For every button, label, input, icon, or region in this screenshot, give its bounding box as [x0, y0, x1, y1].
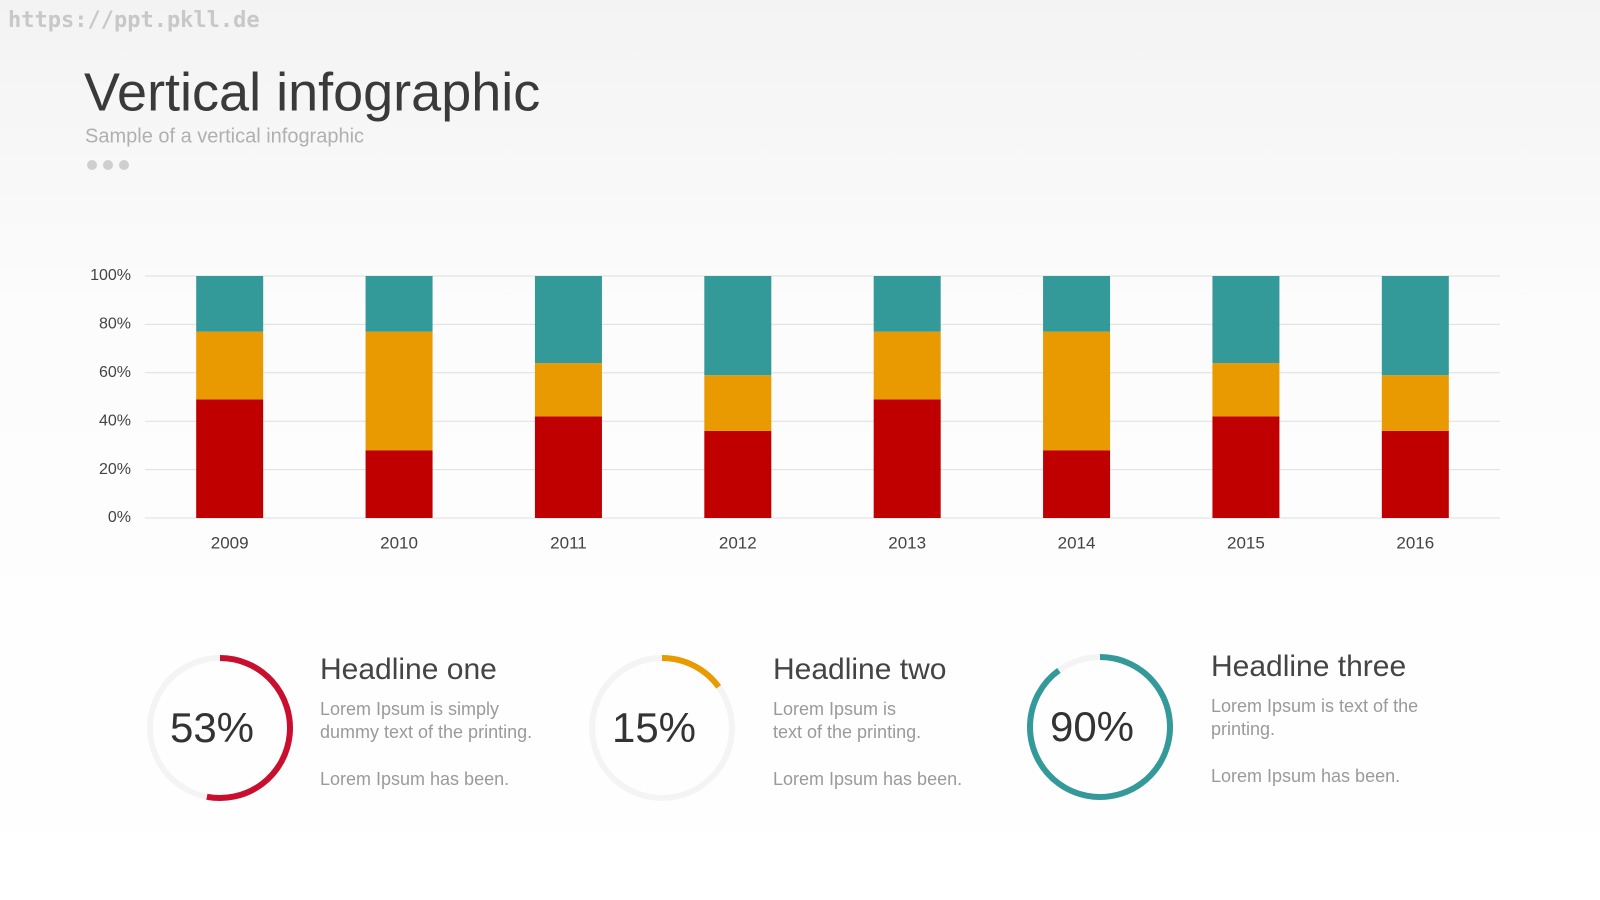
bar-segment [704, 430, 772, 518]
bar-segment [704, 375, 772, 431]
x-tick-label: 2014 [1058, 533, 1096, 552]
card-headline: Headline one [320, 653, 497, 686]
bar-chart: 0% 20% 40% 60% 80% 100% 2009 2010 2011 2012 2013 20… [90, 267, 1500, 552]
card-text: dummy text of the printing. [320, 722, 532, 742]
ring-arc [661, 655, 722, 689]
bar-segment [1043, 450, 1111, 518]
ring-charts: 53% 15% 90% [147, 654, 1173, 801]
dot [119, 160, 129, 170]
bar-segment [534, 276, 602, 364]
y-tick-label: 80% [99, 316, 131, 333]
y-tick-label: 60% [99, 364, 131, 381]
bar-segment [196, 399, 264, 518]
bar-segment [873, 399, 941, 518]
x-tick-label: 2011 [550, 533, 587, 552]
bar-segment [1043, 276, 1111, 332]
bar-segment [196, 276, 264, 332]
x-tick-label: 2013 [888, 533, 926, 552]
card-text: Lorem Ipsum is text of the [1211, 696, 1418, 716]
bar-segment [534, 363, 602, 417]
bar-segment [1212, 276, 1280, 364]
subtitle: Sample of a vertical infographic [85, 125, 364, 147]
bar-segment [1043, 331, 1111, 451]
watermark: https://ppt.pkll.de [8, 8, 260, 33]
bar-segment [1381, 375, 1449, 431]
card-text: text of the printing. [773, 722, 921, 742]
bar-segment [365, 450, 433, 518]
ring-label: 90% [1050, 703, 1134, 750]
y-tick-label: 40% [99, 412, 131, 429]
cards: Headline one Lorem Ipsum is simply dummy t… [320, 650, 1418, 789]
x-tick-label: 2015 [1227, 533, 1265, 552]
title: Vertical infographic [84, 62, 540, 122]
dot [103, 160, 113, 170]
card-headline: Headline three [1211, 650, 1406, 683]
bar-segment [1212, 363, 1280, 417]
x-tick-label: 2010 [380, 533, 418, 552]
bar-segment [1381, 276, 1449, 376]
bar-segment [704, 276, 772, 376]
card-text: Lorem Ipsum is simply [320, 699, 499, 719]
card-text: Lorem Ipsum has been. [1211, 766, 1400, 786]
x-tick-label: 2016 [1396, 533, 1434, 552]
bar-segment [365, 331, 433, 451]
bar-segment [873, 331, 941, 400]
card-headline: Headline two [773, 653, 946, 686]
bar-segment [1212, 416, 1280, 518]
y-tick-label: 100% [90, 267, 131, 284]
ring-arc [1027, 654, 1173, 800]
ring-label: 15% [612, 704, 696, 751]
ring-label: 53% [170, 704, 254, 751]
x-tick-label: 2012 [719, 533, 757, 552]
bar-segment [873, 276, 941, 332]
bar-segment [1381, 430, 1449, 518]
y-tick-label: 0% [108, 509, 131, 526]
ring-arc [206, 655, 293, 801]
card-text: Lorem Ipsum has been. [320, 769, 509, 789]
card-text: Lorem Ipsum is [773, 699, 896, 719]
bar-segment [534, 416, 602, 518]
dot [87, 160, 97, 170]
bar-segment [365, 276, 433, 332]
x-tick-label: 2009 [211, 533, 249, 552]
bar-segment [196, 331, 264, 400]
y-tick-label: 20% [99, 461, 131, 478]
card-text: printing. [1211, 719, 1275, 739]
card-text: Lorem Ipsum has been. [773, 769, 962, 789]
